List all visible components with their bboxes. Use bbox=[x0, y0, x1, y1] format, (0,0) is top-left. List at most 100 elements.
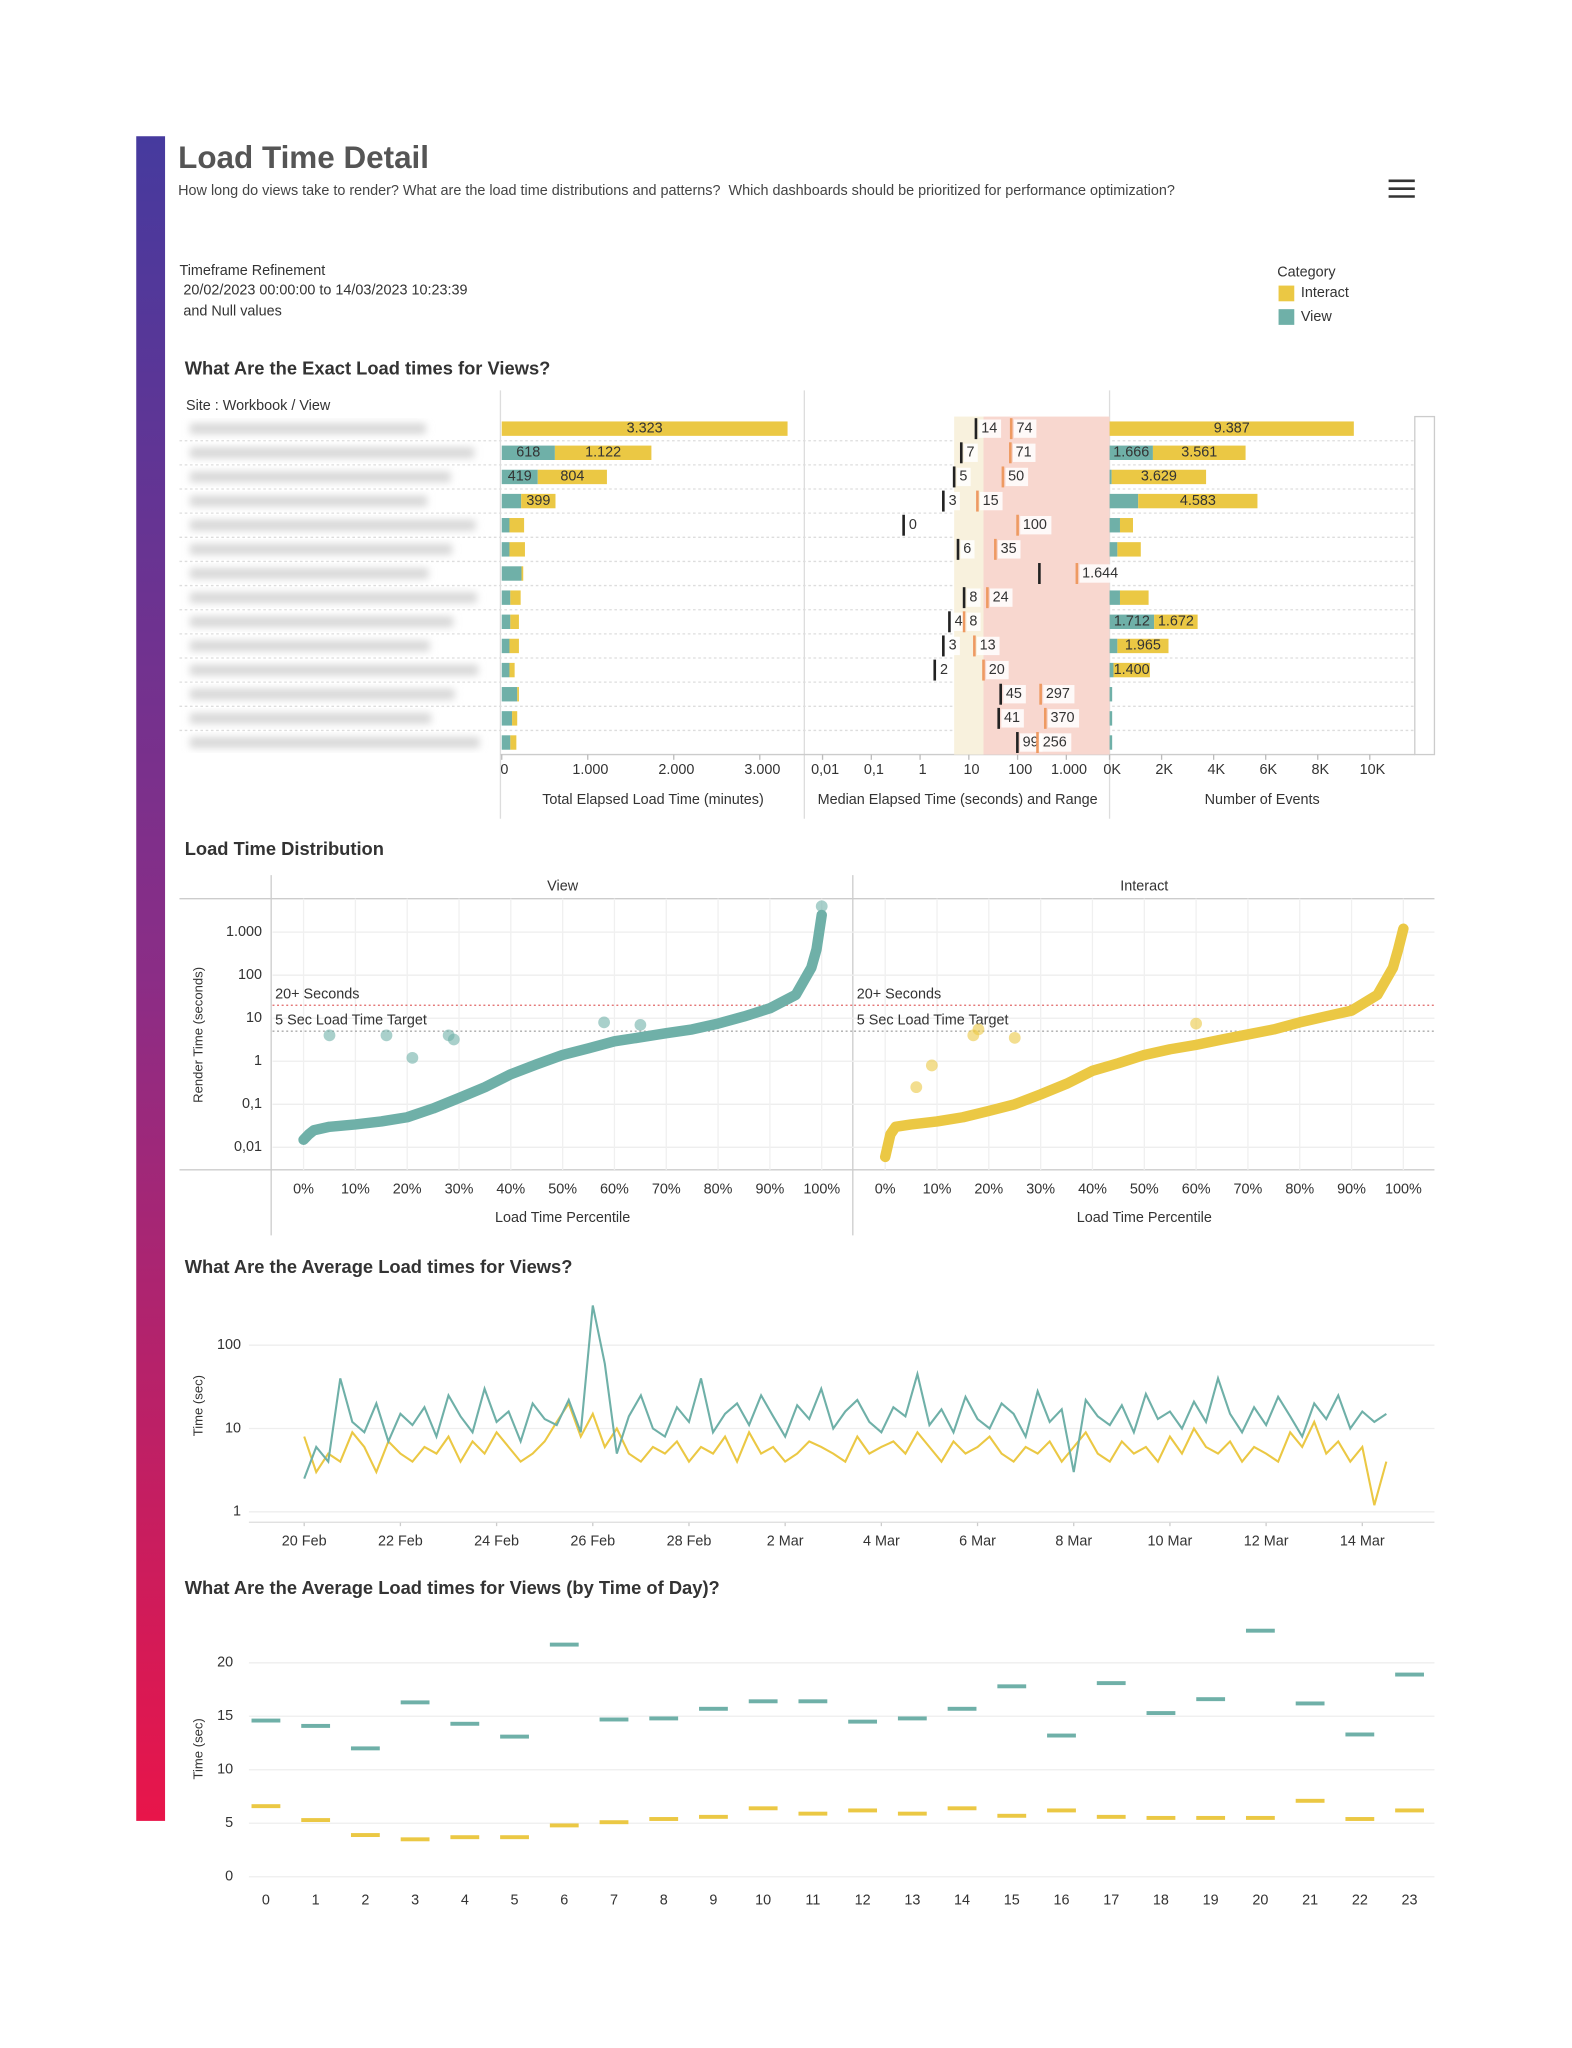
data-label: 0 bbox=[909, 517, 917, 533]
x-tick-label: 60% bbox=[600, 1181, 629, 1197]
data-label: 24 bbox=[993, 589, 1009, 605]
x-tick-label: 14 Mar bbox=[1340, 1534, 1385, 1550]
data-label: 4 bbox=[955, 614, 963, 630]
hour-average bbox=[599, 1717, 629, 1722]
y-tick-label: 0,01 bbox=[234, 1139, 262, 1155]
label-background bbox=[1047, 709, 1080, 728]
x-tick-label: 22 Feb bbox=[378, 1534, 423, 1550]
x-tick-label: 1 bbox=[312, 1893, 320, 1909]
redacted-row-label bbox=[189, 688, 455, 700]
hour-average bbox=[1196, 1815, 1226, 1820]
redacted-row-label bbox=[189, 423, 426, 434]
y-tick-label: 10 bbox=[217, 1762, 233, 1778]
y-tick-label: 1.000 bbox=[226, 924, 262, 940]
x-tick-label: 16 bbox=[1053, 1893, 1069, 1909]
data-label: 41 bbox=[1004, 710, 1020, 726]
bar bbox=[501, 421, 788, 436]
hour-average bbox=[549, 1642, 579, 1647]
label-background bbox=[937, 660, 952, 680]
hour-average bbox=[947, 1706, 977, 1711]
outlier-point bbox=[972, 1023, 985, 1036]
reference-label: 20+ Seconds bbox=[857, 987, 941, 1003]
x-tick-label: 12 Mar bbox=[1244, 1534, 1289, 1550]
data-label: 256 bbox=[1043, 734, 1067, 750]
hour-average bbox=[450, 1721, 480, 1726]
bar bbox=[1117, 638, 1169, 654]
y-tick-label: 0,1 bbox=[242, 1096, 262, 1112]
data-label: 399 bbox=[526, 493, 550, 509]
y-tick-label: 1 bbox=[254, 1053, 262, 1069]
bar bbox=[501, 469, 538, 485]
data-label: 6 bbox=[963, 541, 971, 557]
hour-average bbox=[1395, 1808, 1424, 1813]
data-label: 618 bbox=[516, 445, 540, 461]
data-label: 100 bbox=[1023, 517, 1047, 533]
bar bbox=[509, 638, 519, 654]
label-background bbox=[978, 419, 1002, 438]
target-band bbox=[954, 416, 984, 755]
bar bbox=[1109, 542, 1118, 557]
redacted-row-label bbox=[189, 568, 429, 579]
hour-average bbox=[798, 1699, 828, 1704]
x-tick-label: 4 Mar bbox=[863, 1534, 900, 1550]
x-tick-label: 0K bbox=[1103, 762, 1121, 778]
x-tick-label: 26 Feb bbox=[570, 1534, 615, 1550]
bar bbox=[1109, 421, 1354, 436]
data-label: 3.561 bbox=[1181, 445, 1217, 461]
y-tick-label: 10 bbox=[246, 1010, 262, 1026]
bar bbox=[1119, 518, 1133, 533]
x-tick-label: 30% bbox=[1026, 1181, 1055, 1197]
bar bbox=[509, 518, 525, 533]
x-tick-label: 7 bbox=[610, 1893, 618, 1909]
menu-button[interactable] bbox=[1383, 173, 1420, 204]
x-tick-label: 100% bbox=[1385, 1181, 1422, 1197]
data-label: 419 bbox=[508, 469, 532, 485]
outlier-point bbox=[380, 1029, 393, 1042]
y-tick-label: 20 bbox=[217, 1655, 233, 1671]
label-background bbox=[1020, 516, 1052, 535]
facet-title: View bbox=[547, 879, 579, 895]
legend-swatch bbox=[1278, 309, 1295, 325]
data-label: 14 bbox=[981, 420, 997, 436]
hour-average bbox=[997, 1813, 1027, 1818]
bar bbox=[1109, 518, 1120, 533]
x-tick-label: 20 Feb bbox=[282, 1534, 327, 1550]
x-tick-label: 14 bbox=[954, 1893, 970, 1909]
bar bbox=[1109, 469, 1112, 485]
legend-label: Interact bbox=[1301, 285, 1349, 301]
outlier-point bbox=[815, 900, 828, 913]
data-label: 74 bbox=[1016, 420, 1032, 436]
bar bbox=[509, 662, 515, 678]
y-axis-title: Time (sec) bbox=[191, 1375, 206, 1436]
bar bbox=[501, 518, 510, 533]
label-background bbox=[956, 467, 971, 487]
data-label: 99 bbox=[1023, 734, 1039, 750]
percentile-curve bbox=[298, 909, 827, 1145]
x-tick-label: 8 Mar bbox=[1055, 1534, 1092, 1550]
hour-average bbox=[1146, 1815, 1176, 1820]
outlier-point bbox=[925, 1059, 938, 1072]
x-tick-label: 15 bbox=[1004, 1893, 1020, 1909]
bar bbox=[501, 445, 555, 460]
x-tick-label: 23 bbox=[1402, 1893, 1418, 1909]
hour-average bbox=[748, 1699, 778, 1704]
filter-note: and Null values bbox=[183, 304, 281, 320]
y-tick-label: 1 bbox=[233, 1504, 241, 1520]
x-axis-title: Load Time Percentile bbox=[495, 1210, 630, 1226]
label-background bbox=[986, 660, 1009, 680]
redacted-row-label bbox=[189, 447, 475, 459]
x-tick-label: 80% bbox=[1285, 1181, 1314, 1197]
scrollbar[interactable] bbox=[1414, 415, 1436, 756]
outlier-point bbox=[323, 1029, 336, 1042]
x-tick-label: 40% bbox=[496, 1181, 525, 1197]
bar bbox=[1109, 445, 1153, 460]
redacted-row-label bbox=[189, 592, 477, 603]
bar bbox=[1109, 614, 1155, 630]
x-tick-label: 50% bbox=[548, 1181, 577, 1197]
bar bbox=[1109, 662, 1114, 678]
section-title: What Are the Average Load times for View… bbox=[185, 1577, 720, 1598]
hour-average bbox=[599, 1820, 629, 1825]
data-label: 804 bbox=[560, 469, 584, 485]
hour-average bbox=[1395, 1672, 1424, 1677]
x-tick-label: 70% bbox=[1234, 1181, 1263, 1197]
